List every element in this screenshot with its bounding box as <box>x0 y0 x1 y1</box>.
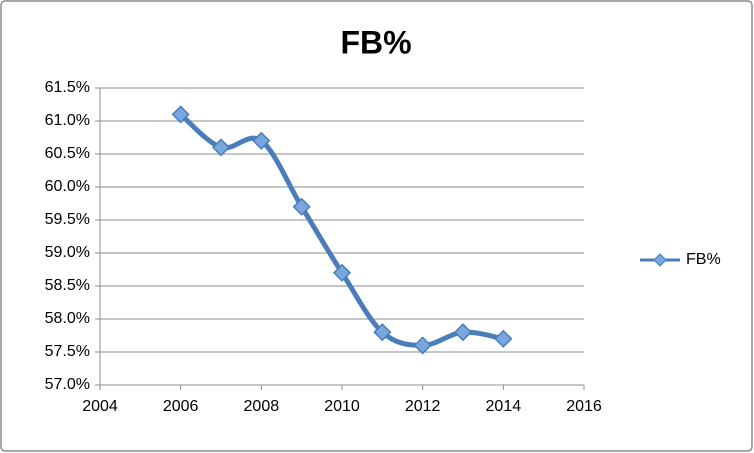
data-point <box>211 138 231 157</box>
legend-label: FB% <box>686 251 721 268</box>
x-tick-label: 2014 <box>486 398 522 415</box>
data-point <box>453 323 473 342</box>
data-point <box>332 263 352 282</box>
chart-title: FB% <box>340 24 411 60</box>
y-tick-label: 61.5% <box>45 79 90 96</box>
data-point <box>494 329 513 348</box>
y-tick-label: 58.5% <box>45 277 90 294</box>
data-point <box>373 323 392 342</box>
x-tick-label: 2016 <box>566 398 602 415</box>
y-tick-label: 58.0% <box>45 310 90 327</box>
y-tick-label: 59.0% <box>45 244 90 261</box>
legend-marker <box>653 253 667 267</box>
data-point <box>171 105 190 124</box>
y-tick-label: 57.5% <box>45 343 90 360</box>
data-point <box>413 336 432 355</box>
x-tick-label: 2010 <box>324 398 360 415</box>
x-tick-label: 2004 <box>82 398 118 415</box>
y-tick-label: 60.5% <box>45 145 90 162</box>
data-point <box>252 131 271 150</box>
x-tick-label: 2008 <box>244 398 280 415</box>
y-tick-label: 57.0% <box>45 376 90 393</box>
x-tick-label: 2006 <box>163 398 199 415</box>
x-tick-label: 2012 <box>405 398 441 415</box>
y-tick-label: 60.0% <box>45 178 90 195</box>
y-tick-label: 59.5% <box>45 211 90 228</box>
y-tick-label: 61.0% <box>45 112 90 129</box>
data-point <box>292 197 311 216</box>
